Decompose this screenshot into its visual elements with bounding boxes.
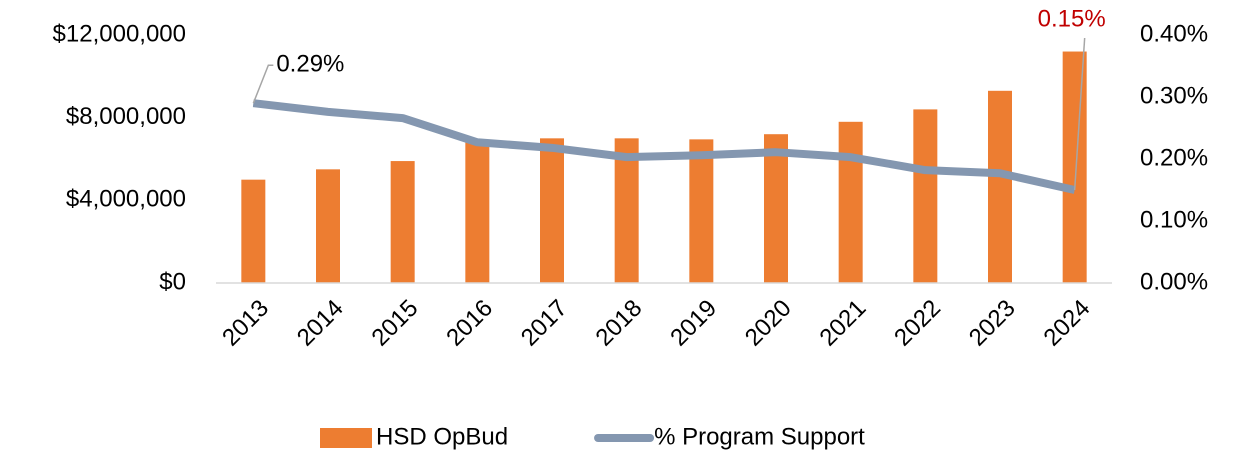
bar	[614, 138, 639, 283]
bar	[390, 161, 415, 283]
x-tick-label: 2013	[217, 295, 274, 352]
line	[252, 99, 1076, 194]
bar	[689, 139, 714, 283]
y2-tick-label: 0.40%	[1140, 20, 1208, 47]
x-tick-label: 2019	[665, 295, 722, 352]
bar	[241, 179, 266, 283]
x-tick-label: 2017	[516, 295, 573, 352]
x-tick-label: 2016	[441, 295, 498, 352]
bar	[838, 121, 863, 283]
leader-line	[252, 64, 274, 104]
legend-label: % Program Support	[654, 423, 865, 450]
x-tick-label: 2024	[1039, 295, 1096, 352]
y2-tick-label: 0.30%	[1140, 82, 1208, 109]
x-tick-label: 2018	[591, 295, 648, 352]
y-tick-label: $12,000,000	[53, 20, 186, 47]
legend-swatch	[320, 428, 372, 448]
x-tick-label: 2020	[740, 295, 797, 352]
leader-line	[1073, 37, 1086, 191]
bar	[988, 90, 1012, 283]
bar	[316, 169, 340, 283]
x-tick-label: 2022	[889, 295, 946, 352]
bar	[1062, 51, 1087, 284]
y2-tick-label: 0.00%	[1140, 268, 1208, 295]
x-tick-label: 2014	[292, 295, 349, 352]
data-label: 0.29%	[276, 51, 344, 78]
x-tick-label: 2021	[815, 295, 872, 352]
legend-label: HSD OpBud	[376, 423, 508, 450]
bar	[465, 142, 490, 283]
bar	[913, 109, 938, 284]
y-tick-label: $0	[159, 268, 186, 295]
y2-tick-label: 0.10%	[1140, 206, 1208, 233]
bar	[540, 138, 564, 283]
y2-tick-label: 0.20%	[1140, 144, 1208, 171]
x-tick-label: 2023	[964, 295, 1021, 352]
x-tick-label: 2015	[367, 295, 424, 352]
y-tick-label: $4,000,000	[66, 186, 186, 213]
bar	[764, 134, 788, 283]
y-tick-label: $8,000,000	[66, 103, 186, 130]
data-label: 0.15%	[1038, 5, 1106, 32]
